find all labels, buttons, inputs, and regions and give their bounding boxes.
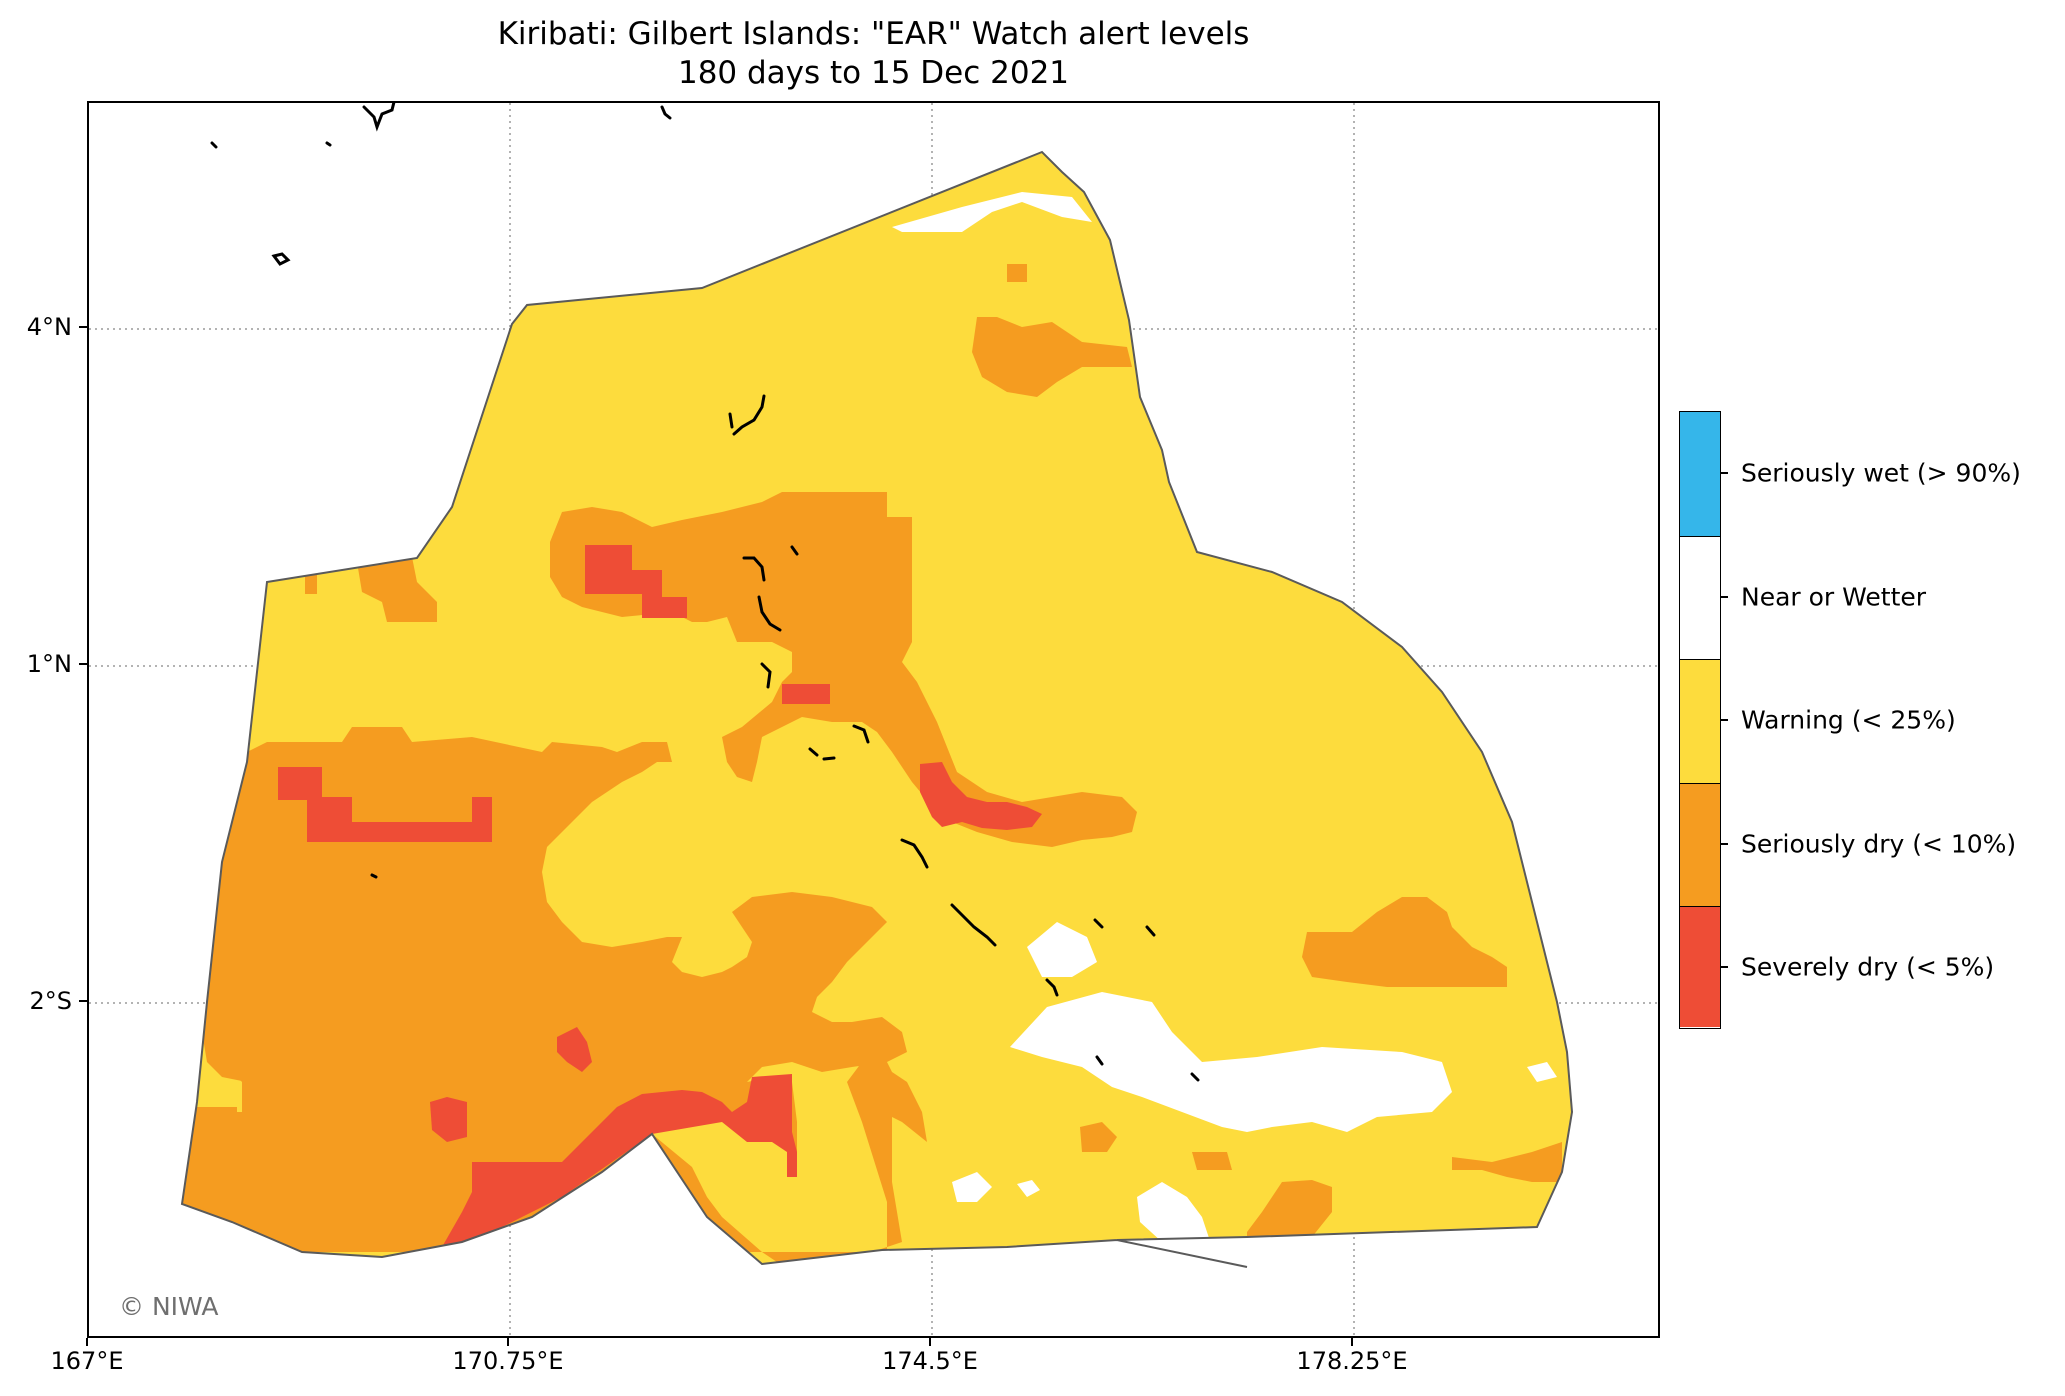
seriously-dry-region	[1452, 1142, 1562, 1182]
near-or-wetter-region	[1017, 1180, 1040, 1197]
seriously-dry-region	[187, 1107, 312, 1217]
near-or-wetter-region	[1010, 992, 1452, 1132]
near-or-wetter-region	[1527, 1062, 1557, 1082]
legend-tick	[1720, 719, 1728, 721]
legend-swatch-seriously-dry	[1680, 783, 1720, 906]
atoll-outline	[370, 873, 378, 879]
atoll-outline	[728, 394, 766, 436]
severely-dry-region	[585, 545, 687, 618]
atoll-outline	[900, 838, 929, 869]
x-tick-mark	[507, 1338, 509, 1346]
atoll-outline	[742, 545, 799, 582]
chart-subtitle: 180 days to 15 Dec 2021	[677, 55, 1070, 91]
y-tick-mark	[79, 663, 87, 665]
seriously-dry-region	[1007, 264, 1027, 282]
eez-boundary	[180, 150, 1574, 1268]
atoll-outline	[210, 141, 332, 149]
legend-colorbar	[1679, 411, 1721, 1029]
chart-title: Kiribati: Gilbert Islands: "EAR" Watch a…	[497, 16, 1250, 52]
seriously-dry-region	[972, 317, 1132, 397]
near-or-wetter-region	[952, 1172, 992, 1202]
atoll-outline	[808, 747, 836, 761]
atoll-outline	[1093, 918, 1156, 937]
severely-dry-region	[278, 767, 492, 842]
seriously-dry-region	[1302, 897, 1507, 987]
legend-tick	[1720, 966, 1728, 968]
credit-text: © NIWA	[119, 1292, 219, 1321]
seriously-dry-region	[1080, 1122, 1117, 1152]
x-tick-label: 174.5°E	[882, 1347, 978, 1375]
x-tick-label: 178.25°E	[1296, 1347, 1408, 1375]
y-tick-mark	[79, 1000, 87, 1002]
y-tick-label: 2°S	[29, 987, 72, 1015]
severely-dry-region	[557, 1027, 592, 1072]
legend-swatch-severely-dry	[1680, 906, 1720, 1027]
atoll-outline	[757, 595, 782, 632]
legend-swatch-warning	[1680, 659, 1720, 783]
legend-label-seriously-wet: Seriously wet (> 90%)	[1741, 458, 2021, 488]
seriously-dry-region	[1192, 1152, 1232, 1170]
near-or-wetter-region	[1137, 1182, 1212, 1252]
severely-dry-region	[782, 684, 830, 704]
severely-dry-region	[430, 1097, 467, 1142]
x-tick-label: 167°E	[50, 1347, 124, 1375]
alert-level-field	[182, 152, 1572, 1264]
atoll-outline	[760, 662, 772, 689]
atoll-outline	[852, 724, 870, 744]
legend-tick	[1720, 843, 1728, 845]
atoll-coastlines	[210, 103, 1200, 1082]
legend-tick	[1720, 596, 1728, 598]
atoll-outline	[271, 252, 291, 266]
near-or-wetter-region	[1027, 922, 1097, 977]
legend-swatch-seriously-wet	[1680, 412, 1720, 536]
atoll-outline	[1045, 978, 1059, 997]
y-tick-label: 4°N	[26, 313, 72, 341]
y-tick-mark	[79, 326, 87, 328]
legend-tick	[1720, 472, 1728, 474]
y-tick-label: 1°N	[26, 650, 72, 678]
atoll-outline	[660, 105, 672, 120]
x-tick-label: 170.75°E	[452, 1347, 564, 1375]
severely-dry-region	[442, 1074, 797, 1247]
map-canvas	[89, 103, 1658, 1336]
legend-label-seriously-dry: Seriously dry (< 10%)	[1741, 829, 2017, 859]
x-tick-mark	[86, 1338, 88, 1346]
legend-label-warning: Warning (< 25%)	[1741, 705, 1956, 735]
legend-label-severely-dry: Severely dry (< 5%)	[1741, 952, 1995, 982]
atoll-outline	[950, 903, 997, 947]
seriously-dry-region	[305, 572, 317, 594]
severely-dry-region	[920, 762, 1042, 830]
legend-label-near-or-wetter: Near or Wetter	[1741, 582, 1927, 612]
legend-swatch-near-or-wetter	[1680, 536, 1720, 659]
seriously-dry-region	[357, 557, 437, 622]
near-or-wetter-region	[892, 192, 1092, 232]
atoll-outline	[362, 103, 396, 132]
atoll-outline	[1095, 1055, 1200, 1082]
x-tick-mark	[1351, 1338, 1353, 1346]
seriously-dry-region	[550, 492, 1137, 847]
seriously-dry-region	[197, 747, 562, 1112]
x-tick-mark	[929, 1338, 931, 1346]
map-area	[87, 101, 1660, 1338]
